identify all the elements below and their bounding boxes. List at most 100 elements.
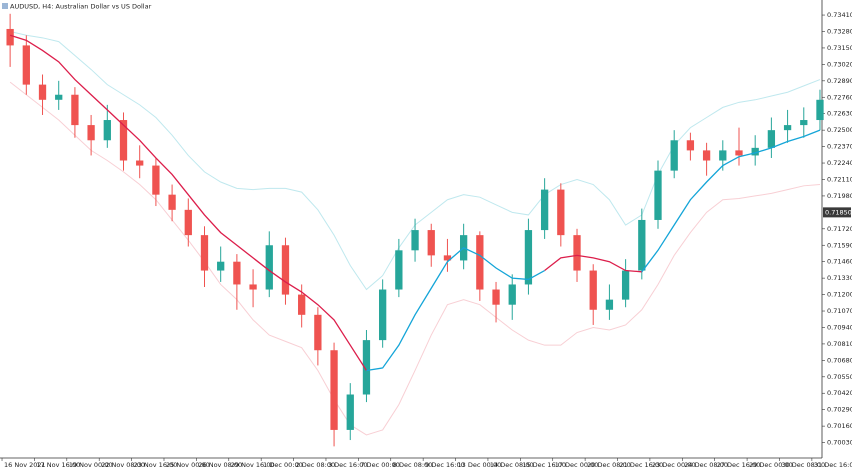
x-tick-label: 30 Dec 08:00 [781,461,825,469]
chart-title: AUDUSD, H4: Australian Dollar vs US Doll… [10,3,152,11]
candle-body [540,189,549,231]
y-tick-label: 0.70810 [827,340,852,348]
x-tick-label: 1 Dec 00:00 [263,461,303,469]
candle-body [379,289,387,341]
y-tick-label: 0.72890 [827,77,852,85]
candle-body [589,270,597,310]
candle-body [605,299,614,310]
candle-body [476,235,484,290]
x-tick-label: 25 Nov 00:00 [166,461,210,469]
candle-body [719,150,727,161]
candle-body [6,28,14,46]
x-tick-label: 16 Nov 2021 [4,461,46,469]
y-tick-label: 0.72630 [827,110,852,118]
x-tick-label: 24 Dec 08:00 [684,461,728,469]
x-tick-label: 17 Nov 16:00 [36,461,80,469]
symbol-icon [2,3,8,9]
candle-body [55,94,63,100]
candle-body [557,189,565,236]
y-tick-label: 0.71460 [827,258,852,266]
candle-body [119,120,128,161]
x-tick-label: 8 Dec 08:00 [393,461,433,469]
candle-body [783,125,792,131]
candle-body [686,140,695,151]
y-tick-label: 0.73150 [827,44,852,52]
y-tick-label: 0.72110 [827,175,852,183]
candle-body [492,289,500,305]
x-tick-label: 29 Dec 00:00 [749,461,793,469]
candle-body [330,350,338,430]
x-tick-label: 27 Dec 16:00 [717,461,761,469]
x-tick-label: 23 Dec 00:00 [652,461,696,469]
x-tick-label: 7 Dec 00:00 [360,461,400,469]
y-tick-label: 0.70680 [827,356,852,364]
y-tick-label: 0.73020 [827,60,852,68]
candle-body [816,99,824,121]
y-tick-label: 0.70160 [827,422,852,430]
candle-body [443,255,452,261]
candle-body [249,284,257,290]
y-tick-label: 0.71070 [827,307,852,315]
x-tick-label: 29 Nov 16:00 [231,461,275,469]
candle-body [217,261,225,271]
indicator-line [366,129,821,372]
candle-body [233,261,241,285]
candle-body [524,230,533,285]
candle-body [395,250,403,290]
candle-body [411,230,419,251]
candle-body [71,94,79,126]
y-tick-label: 0.73280 [827,27,852,35]
y-tick-label: 0.73410 [827,11,852,19]
indicator-line [9,34,642,371]
candle-body [767,130,776,148]
y-tick-label: 0.72760 [827,93,852,101]
candle-body [621,270,630,300]
y-tick-label: 0.72370 [827,143,852,151]
candle-body [702,150,711,161]
candle-body [638,219,646,271]
candle-body [298,294,306,315]
y-tick-label: 0.72500 [827,126,852,134]
candle-body [670,140,678,171]
candle-body [136,160,144,166]
candle-body [573,235,581,271]
candle-body [103,120,111,141]
x-tick-label: 13 Dec 00:00 [458,461,502,469]
y-tick-label: 0.71590 [827,241,852,249]
candle-body [265,245,273,290]
x-tick-label: 20 Dec 08:00 [587,461,631,469]
y-tick-label: 0.70940 [827,323,852,331]
candle-body [427,230,435,256]
x-tick-label: 9 Dec 16:00 [425,461,465,469]
candle-body [654,170,662,220]
candle-body [751,147,759,156]
candle-body [346,394,354,430]
candle-body [184,209,192,236]
y-tick-label: 0.70290 [827,406,852,414]
y-tick-label: 0.71330 [827,274,852,282]
x-tick-label: 17 Dec 00:00 [555,461,599,469]
x-tick-label: 14 Dec 08:00 [490,461,534,469]
x-tick-label: 31 Dec 16:00 [814,461,852,469]
x-tick-label: 21 Dec 16:00 [620,461,664,469]
price-label-box [823,207,851,218]
x-tick-label: 22 Nov 08:00 [101,461,145,469]
candle-body [87,125,95,141]
candle-body [22,45,30,85]
x-tick-label: 15 Dec 16:00 [522,461,566,469]
x-tick-label: 2 Dec 08:00 [296,461,336,469]
candle-body [314,314,322,351]
y-tick-label: 0.72240 [827,159,852,167]
y-tick-label: 0.70030 [827,439,852,447]
y-tick-label: 0.71980 [827,192,852,200]
y-tick-label: 0.71200 [827,291,852,299]
candle-body [200,235,209,271]
price-label: 0.71850 [825,208,852,216]
y-tick-label: 0.71720 [827,225,852,233]
y-tick-label: 0.70420 [827,389,852,397]
x-tick-label: 3 Dec 16:00 [328,461,368,469]
candle-body [152,165,160,195]
